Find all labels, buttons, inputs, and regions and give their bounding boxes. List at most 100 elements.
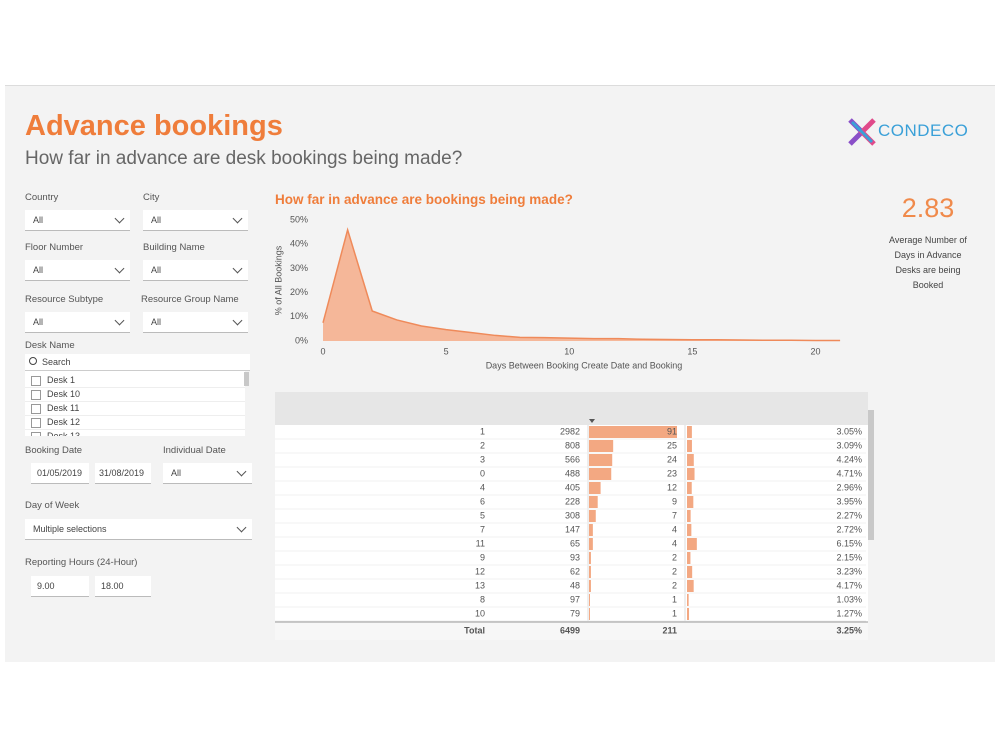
- date-input[interactable]: 31/08/2019: [95, 463, 151, 484]
- desk-item[interactable]: Desk 1: [25, 374, 245, 388]
- slicer-label: Floor Number: [25, 242, 84, 253]
- checkbox[interactable]: [31, 432, 41, 436]
- no-shows-bar: [589, 440, 614, 452]
- no-shows-bar: [589, 580, 591, 592]
- date-input[interactable]: 01/05/2019: [31, 463, 89, 484]
- cell-bookings: 79: [570, 608, 580, 618]
- cell-bookings: 97: [570, 594, 580, 604]
- slicer-label: Resource Subtype: [25, 294, 104, 305]
- logo-icon: [848, 118, 876, 146]
- search-box[interactable]: Search: [25, 354, 250, 371]
- pct-bar: [687, 538, 697, 550]
- dropdown[interactable]: Multiple selections: [25, 519, 252, 540]
- table-scrollbar[interactable]: [868, 410, 874, 540]
- desk-name: Desk 13: [47, 431, 81, 436]
- no-shows-bar: [589, 468, 612, 480]
- dropdown[interactable]: All: [25, 210, 130, 231]
- y-tick-label: 30%: [290, 263, 308, 273]
- x-axis-title: Days Between Booking Create Date and Boo…: [486, 360, 683, 370]
- total-bookings: 6499: [560, 625, 580, 635]
- checkbox[interactable]: [31, 418, 41, 428]
- area-line: [322, 227, 841, 342]
- kpi-label: Average Number of Days in Advance Desks …: [889, 235, 967, 290]
- cell-days: 7: [480, 524, 485, 534]
- chart-title: How far in advance are bookings being ma…: [275, 192, 573, 207]
- x-tick-label: 15: [687, 346, 697, 356]
- cell-no-shows: 7: [672, 510, 677, 520]
- dropdown[interactable]: All: [25, 312, 130, 333]
- list-scrollbar[interactable]: [244, 372, 249, 386]
- no-shows-bar: [589, 566, 591, 578]
- slicer-label: Resource Group Name: [141, 294, 239, 305]
- slicer-label: Booking Date: [25, 445, 83, 456]
- cell-bookings: 147: [565, 524, 580, 534]
- pct-bar: [687, 566, 693, 578]
- desk-item[interactable]: Desk 12: [25, 416, 245, 430]
- cell-days: 10: [475, 608, 485, 618]
- cell-days: 11: [476, 538, 485, 548]
- desk-item[interactable]: Desk 13: [25, 430, 245, 436]
- hour-input[interactable]: 18.00: [95, 576, 151, 597]
- desk-name: Desk 1: [47, 375, 76, 385]
- y-axis-title: % of All Bookings: [273, 245, 283, 315]
- dropdown[interactable]: All: [25, 260, 130, 281]
- slicer-label: Building Name: [143, 242, 205, 253]
- desk-list: Desk 1 Desk 10 Desk 11 Desk 12 Desk 13: [25, 371, 245, 436]
- desk-name: Desk 10: [47, 389, 81, 399]
- pct-bar: [687, 580, 694, 592]
- pct-bar: [687, 524, 692, 536]
- checkbox[interactable]: [31, 376, 41, 386]
- cell-no-shows: 23: [667, 468, 677, 478]
- no-shows-bar: [589, 496, 598, 508]
- pct-bar: [687, 482, 692, 494]
- cell-bookings: 65: [570, 538, 580, 548]
- no-shows-bar: [589, 524, 593, 536]
- y-tick-label: 20%: [290, 287, 308, 297]
- cell-pct: 3.05%: [836, 426, 862, 436]
- cell-no-shows: 9: [672, 496, 677, 506]
- cell-no-shows: 12: [667, 482, 677, 492]
- cell-days: 3: [480, 454, 485, 464]
- cell-days: 8: [480, 594, 485, 604]
- table-header-bg: [275, 392, 868, 425]
- dropdown[interactable]: All: [143, 260, 248, 281]
- cell-days: 13: [475, 580, 485, 590]
- pct-bar: [687, 454, 694, 466]
- x-tick-label: 20: [810, 346, 820, 356]
- cell-pct: 1.03%: [836, 594, 862, 604]
- desk-item[interactable]: Desk 10: [25, 388, 245, 402]
- cell-bookings: 808: [565, 440, 580, 450]
- checkbox[interactable]: [31, 390, 41, 400]
- no-shows-bar: [589, 482, 601, 494]
- pct-bar: [687, 552, 691, 564]
- dropdown[interactable]: All: [143, 312, 248, 333]
- dropdown[interactable]: All: [143, 210, 248, 231]
- pct-bar: [687, 608, 690, 620]
- page-title: Advance bookings: [25, 110, 283, 142]
- logo-text: CONDECO: [878, 121, 969, 140]
- cell-bookings: 488: [565, 468, 580, 478]
- dropdown[interactable]: All: [163, 463, 252, 484]
- table-total-bg: [275, 622, 868, 640]
- checkbox[interactable]: [31, 404, 41, 414]
- cell-pct: 2.27%: [836, 510, 862, 520]
- desk-item[interactable]: Desk 11: [25, 402, 245, 416]
- cell-days: 9: [480, 552, 485, 562]
- desk-name: Desk 11: [47, 403, 80, 413]
- cell-no-shows: 2: [672, 580, 677, 590]
- pct-bar: [687, 426, 692, 438]
- hour-input[interactable]: 9.00: [31, 576, 89, 597]
- cell-pct: 6.15%: [836, 538, 862, 548]
- slicer-label: City: [143, 192, 160, 203]
- cell-days: 1: [480, 426, 485, 436]
- cell-no-shows: 1: [672, 608, 677, 618]
- no-shows-bar: [589, 510, 596, 522]
- cell-pct: 2.96%: [836, 482, 862, 492]
- cell-no-shows: 24: [667, 454, 677, 464]
- cell-bookings: 405: [565, 482, 580, 492]
- cell-pct: 1.27%: [836, 608, 862, 618]
- cell-bookings: 2982: [560, 426, 580, 436]
- cell-pct: 4.71%: [836, 468, 862, 478]
